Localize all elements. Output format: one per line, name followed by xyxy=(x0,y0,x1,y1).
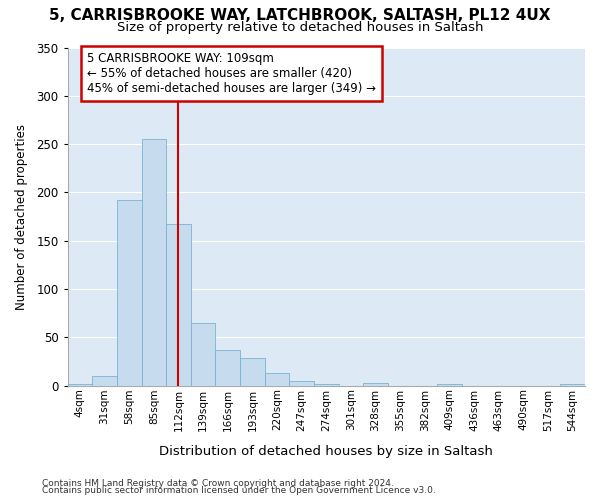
Text: Size of property relative to detached houses in Saltash: Size of property relative to detached ho… xyxy=(117,21,483,34)
Bar xyxy=(215,350,240,386)
Bar xyxy=(437,384,462,386)
Bar xyxy=(314,384,338,386)
Text: Contains HM Land Registry data © Crown copyright and database right 2024.: Contains HM Land Registry data © Crown c… xyxy=(42,478,394,488)
Bar xyxy=(560,384,585,386)
Bar xyxy=(92,376,117,386)
Bar xyxy=(166,224,191,386)
Text: Contains public sector information licensed under the Open Government Licence v3: Contains public sector information licen… xyxy=(42,486,436,495)
Bar xyxy=(265,373,289,386)
Text: 5 CARRISBROOKE WAY: 109sqm
← 55% of detached houses are smaller (420)
45% of sem: 5 CARRISBROOKE WAY: 109sqm ← 55% of deta… xyxy=(88,52,376,96)
X-axis label: Distribution of detached houses by size in Saltash: Distribution of detached houses by size … xyxy=(160,444,493,458)
Y-axis label: Number of detached properties: Number of detached properties xyxy=(15,124,28,310)
Text: 5, CARRISBROOKE WAY, LATCHBROOK, SALTASH, PL12 4UX: 5, CARRISBROOKE WAY, LATCHBROOK, SALTASH… xyxy=(49,8,551,22)
Bar xyxy=(289,381,314,386)
Bar xyxy=(142,140,166,386)
Bar xyxy=(117,200,142,386)
Bar xyxy=(240,358,265,386)
Bar xyxy=(363,383,388,386)
Bar xyxy=(191,323,215,386)
Bar xyxy=(68,384,92,386)
